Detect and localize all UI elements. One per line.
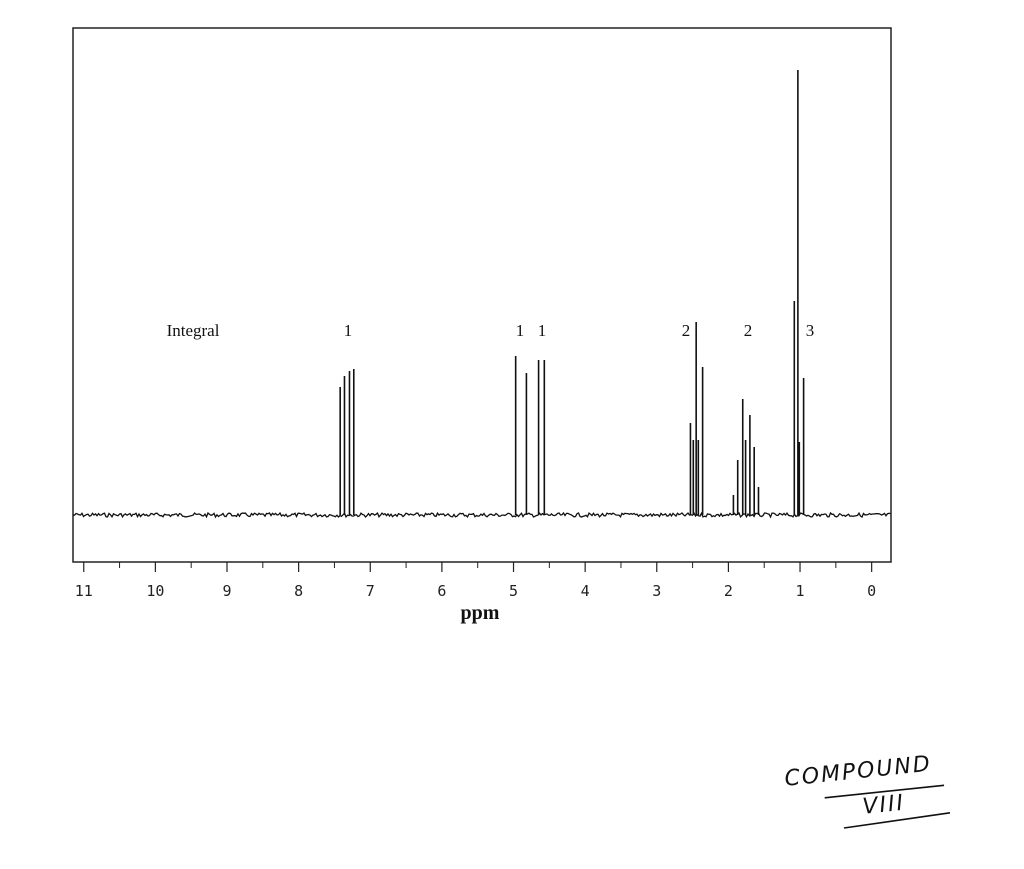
x-tick-label: 2 [724, 582, 733, 600]
x-tick-label: 5 [509, 582, 518, 600]
note-underline [843, 812, 951, 829]
integral-value: 2 [682, 321, 691, 340]
integral-label: Integral [167, 321, 220, 340]
plot-frame [72, 27, 892, 563]
x-tick-label: 9 [222, 582, 231, 600]
integral-value: 2 [744, 321, 753, 340]
x-tick-label: 11 [75, 582, 93, 600]
x-axis-label: ppm [461, 602, 500, 624]
integral-value: 1 [344, 321, 353, 340]
x-tick-label: 7 [366, 582, 375, 600]
x-tick-label: 3 [652, 582, 661, 600]
integral-value: 3 [806, 321, 815, 340]
x-tick-label: 0 [867, 582, 876, 600]
handwritten-note: COMPOUND VIII [783, 752, 951, 829]
baseline-noise [72, 511, 891, 519]
integral-value: 1 [516, 321, 525, 340]
x-tick-label: 8 [294, 582, 303, 600]
x-tick-label: 6 [437, 582, 446, 600]
note-underline [824, 784, 945, 799]
integral-value: 1 [538, 321, 547, 340]
x-tick-label: 10 [146, 582, 164, 600]
note-line-2: VIII [861, 791, 906, 820]
note-line-1: COMPOUND [783, 752, 933, 792]
x-tick-label: 4 [581, 582, 590, 600]
x-tick-label: 1 [796, 582, 805, 600]
